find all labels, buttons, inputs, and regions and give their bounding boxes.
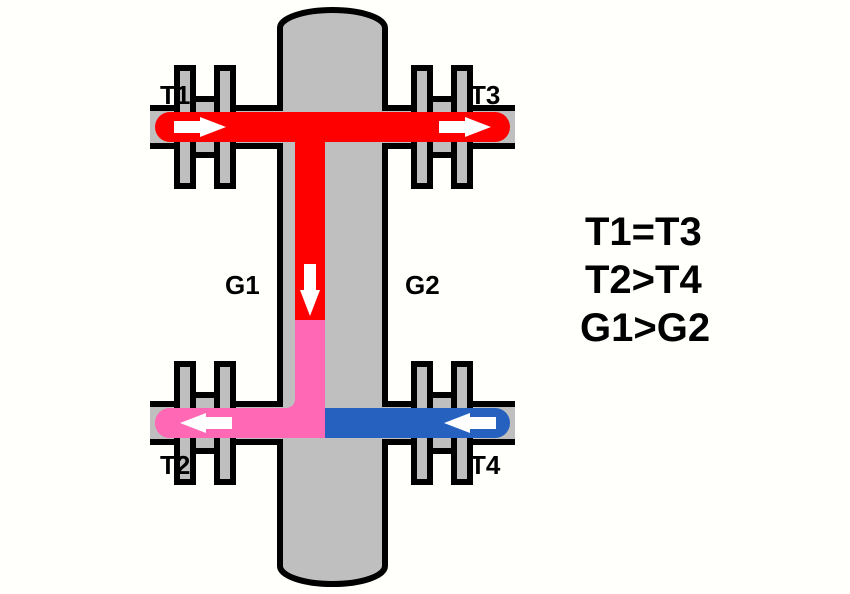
label-g1: G1 xyxy=(225,270,260,301)
label-t2: T2 xyxy=(160,450,190,481)
equation-1: T1=T3 xyxy=(585,210,702,255)
label-g2: G2 xyxy=(405,270,440,301)
label-t4: T4 xyxy=(470,450,500,481)
label-t1: T1 xyxy=(160,80,190,111)
equation-2: T2>T4 xyxy=(585,258,702,303)
label-t3: T3 xyxy=(470,80,500,111)
equation-3: G1>G2 xyxy=(580,306,710,351)
